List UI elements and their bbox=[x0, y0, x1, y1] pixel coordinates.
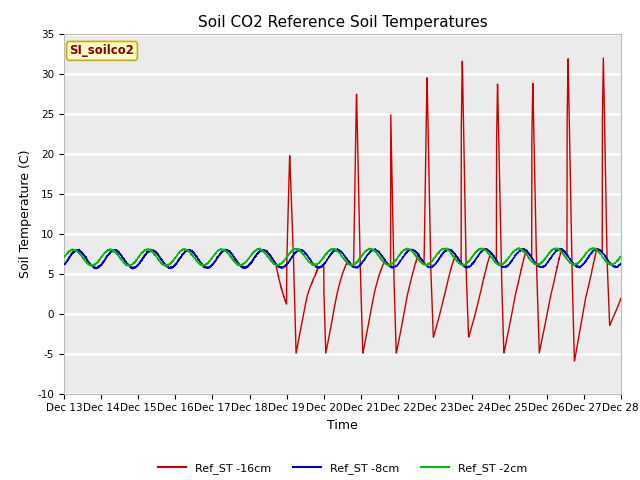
Ref_ST -2cm bbox=[274, 263, 282, 269]
Ref_ST -8cm bbox=[60, 261, 68, 267]
Ref_ST -16cm bbox=[298, 321, 305, 326]
X-axis label: Time: Time bbox=[327, 419, 358, 432]
Ref_ST -16cm bbox=[617, 296, 625, 301]
Ref_ST -8cm bbox=[124, 261, 131, 267]
Ref_ST -16cm bbox=[606, 322, 614, 327]
Line: Ref_ST -16cm: Ref_ST -16cm bbox=[64, 58, 621, 361]
Ref_ST -8cm bbox=[555, 246, 563, 252]
Legend: Ref_ST -16cm, Ref_ST -8cm, Ref_ST -2cm: Ref_ST -16cm, Ref_ST -8cm, Ref_ST -2cm bbox=[154, 458, 531, 478]
Title: Soil CO2 Reference Soil Temperatures: Soil CO2 Reference Soil Temperatures bbox=[198, 15, 487, 30]
Ref_ST -2cm bbox=[298, 250, 306, 256]
Ref_ST -16cm bbox=[546, 296, 554, 302]
Ref_ST -8cm bbox=[617, 261, 625, 266]
Ref_ST -2cm bbox=[515, 245, 523, 251]
Ref_ST -16cm bbox=[600, 55, 607, 61]
Ref_ST -16cm bbox=[60, 261, 68, 267]
Text: SI_soilco2: SI_soilco2 bbox=[70, 44, 134, 58]
Ref_ST -2cm bbox=[617, 253, 625, 259]
Y-axis label: Soil Temperature (C): Soil Temperature (C) bbox=[19, 149, 32, 278]
Ref_ST -16cm bbox=[124, 261, 131, 267]
Line: Ref_ST -8cm: Ref_ST -8cm bbox=[64, 249, 621, 269]
Ref_ST -16cm bbox=[274, 270, 282, 276]
Ref_ST -8cm bbox=[157, 255, 164, 261]
Line: Ref_ST -2cm: Ref_ST -2cm bbox=[64, 248, 621, 266]
Ref_ST -2cm bbox=[162, 264, 170, 269]
Ref_ST -8cm bbox=[274, 262, 282, 268]
Ref_ST -2cm bbox=[157, 259, 164, 265]
Ref_ST -2cm bbox=[606, 261, 614, 266]
Ref_ST -8cm bbox=[546, 256, 554, 262]
Ref_ST -8cm bbox=[129, 266, 136, 272]
Ref_ST -8cm bbox=[606, 261, 614, 266]
Ref_ST -16cm bbox=[157, 255, 164, 261]
Ref_ST -2cm bbox=[547, 249, 554, 254]
Ref_ST -2cm bbox=[124, 263, 131, 268]
Ref_ST -16cm bbox=[570, 358, 578, 364]
Ref_ST -2cm bbox=[60, 254, 68, 260]
Ref_ST -8cm bbox=[298, 247, 306, 252]
